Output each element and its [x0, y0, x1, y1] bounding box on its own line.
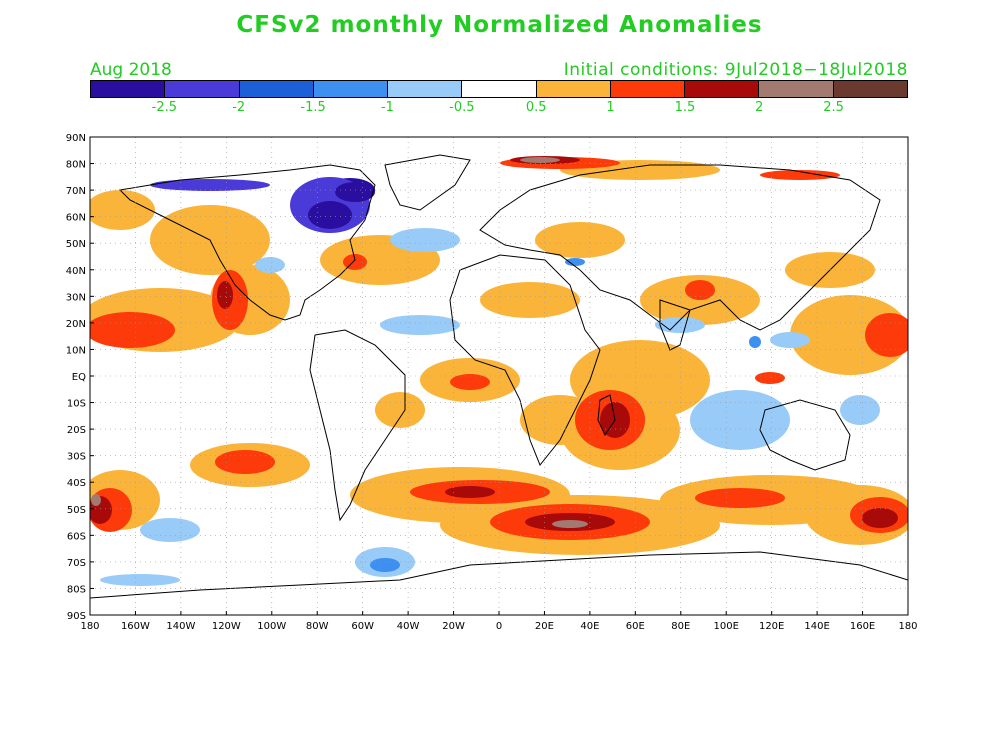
latitude-label: 80N	[66, 160, 86, 171]
latitude-label: 10S	[67, 399, 86, 410]
latitude-label: 10N	[66, 345, 86, 356]
longitude-label: 120W	[212, 621, 241, 632]
longitude-label: 140E	[804, 621, 829, 632]
colorbar-label: 0.5	[525, 100, 547, 115]
longitude-label: 80W	[306, 621, 329, 632]
latitude-labels: 90N 80N 70N 60N 50N 40N 30N 20N 10N EQ 10S 20S 30S 40…	[66, 133, 94, 622]
map-title: CFSv2 monthly Normalized Anomalies	[236, 12, 763, 38]
colorbar-label: 2	[755, 100, 764, 115]
anomaly-band-2-2.5	[91, 157, 588, 528]
colorbar-swatch	[685, 81, 760, 97]
latitude-label: EQ	[72, 372, 86, 383]
latitude-label: 40N	[66, 266, 86, 277]
longitude-label: 140W	[166, 621, 195, 632]
longitude-label: 0	[496, 621, 502, 632]
latitude-label: 30S	[67, 452, 86, 463]
longitude-label: 180	[898, 621, 917, 632]
colorbar-swatch	[759, 81, 834, 97]
longitude-label: 160E	[850, 621, 875, 632]
latitude-label: 60S	[67, 531, 86, 542]
colorbar-label: 1	[606, 100, 615, 115]
latitude-label: 40S	[67, 478, 86, 489]
colorbar-swatch	[833, 81, 907, 97]
colorbar-swatch	[610, 81, 686, 97]
colorbar-label: 2.5	[823, 100, 844, 115]
longitude-label: 40W	[397, 621, 420, 632]
colorbar-label: -1.5	[300, 100, 326, 115]
longitude-label: 100W	[257, 621, 286, 632]
longitude-label: 160W	[121, 621, 150, 632]
colorbar	[90, 80, 908, 98]
colorbar-label: -2	[232, 100, 246, 115]
latitude-label: 20N	[66, 319, 86, 330]
colorbar-swatch	[239, 81, 314, 97]
anomaly-band-neg-1-1.5	[370, 258, 761, 572]
colorbar-label: -2.5	[151, 100, 178, 115]
longitude-label: 120E	[759, 621, 784, 632]
anomaly-field	[90, 156, 908, 586]
longitude-label: 40E	[580, 621, 599, 632]
longitude-label: 180	[80, 621, 99, 632]
colorbar-label: -0.5	[449, 100, 475, 115]
forecast-month: Aug 2018	[90, 60, 172, 80]
longitude-label: 80E	[671, 621, 690, 632]
longitude-label: 60W	[351, 621, 374, 632]
longitude-label: 100E	[714, 621, 739, 632]
colorbar-swatch	[91, 81, 166, 97]
latitude-label: 30N	[66, 292, 86, 303]
latitude-label: 90S	[67, 611, 86, 622]
latitude-label: 20S	[67, 425, 86, 436]
colorbar-labels: -2.5 -2 -1.5 -1 -0.5 0.5 1 1.5 2 2.5	[90, 100, 908, 116]
latitude-label: 50S	[67, 505, 86, 516]
colorbar-swatch	[462, 81, 537, 97]
longitude-label: 20W	[442, 621, 465, 632]
longitude-labels: 180 160W 140W 120W 100W 80W 60W 40W 20W 0 20E 40E 60…	[80, 611, 918, 632]
latitude-label: 70S	[67, 558, 86, 569]
colorbar-swatch	[313, 81, 389, 97]
longitude-label: 60E	[626, 621, 645, 632]
longitude-label: 20E	[535, 621, 554, 632]
latitude-label: 80S	[67, 584, 86, 595]
latitude-label: 60N	[66, 213, 86, 224]
colorbar-swatch	[165, 81, 240, 97]
coastlines	[90, 154, 908, 599]
colorbar-label: -1	[380, 100, 394, 115]
colorbar-label: 1.5	[674, 100, 696, 115]
latitude-label: 90N	[66, 133, 86, 144]
latitude-label: 70N	[66, 186, 86, 197]
latitude-label: 50N	[66, 239, 86, 250]
initial-conditions: Initial conditions: 9Jul2018−18Jul2018	[563, 60, 908, 80]
colorbar-swatch	[388, 81, 463, 97]
colorbar-swatch	[536, 81, 611, 97]
